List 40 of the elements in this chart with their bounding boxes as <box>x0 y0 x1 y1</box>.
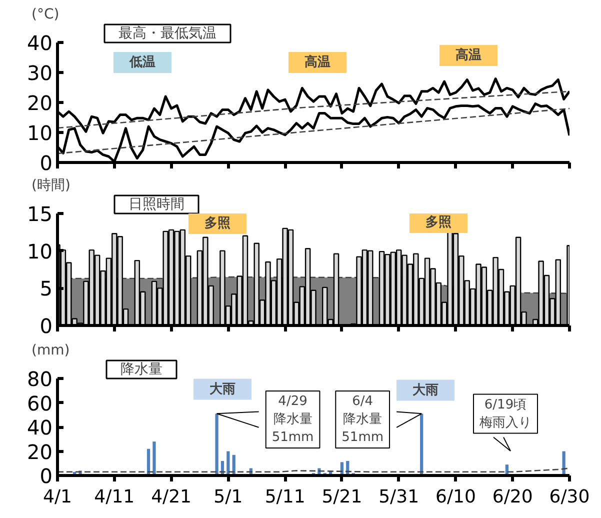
x-tick-label: 6/10 <box>436 486 476 508</box>
x-tick-label: 5/11 <box>264 486 306 508</box>
x-tick-label: 4/21 <box>151 486 192 508</box>
annotation: 4/29 降水量 51mm <box>272 394 314 446</box>
annotation: 高温 <box>304 54 330 70</box>
y-axis-title: (°C) <box>32 6 60 22</box>
chart-title: 降水量 <box>120 362 162 378</box>
y-tick-label: 40 <box>27 31 53 55</box>
annotation: 多照 <box>204 216 230 231</box>
annotation: 大雨 <box>412 382 438 398</box>
y-tick-label: 80 <box>27 367 53 391</box>
y-tick-label: 60 <box>27 391 53 416</box>
y-tick-label: 10 <box>27 121 53 145</box>
y-axis-title: (時間) <box>32 178 70 194</box>
y-tick-label: 0 <box>40 314 53 338</box>
y-tick-label: 20 <box>27 440 53 464</box>
annotation: 多照 <box>426 215 452 230</box>
y-tick-label: 30 <box>27 61 53 85</box>
chart-title: 日照時間 <box>128 196 184 212</box>
y-tick-label: 40 <box>27 416 53 440</box>
y-tick-label: 0 <box>40 151 53 175</box>
annotation: 6/19頃梅雨入り <box>478 397 532 430</box>
chart-title: 最高・最低気温 <box>118 26 216 42</box>
x-tick-label: 5/21 <box>322 486 362 508</box>
x-tick-label: 5/31 <box>378 486 420 508</box>
y-tick-label: 0 <box>40 464 53 488</box>
x-tick-label: 4/11 <box>94 486 135 508</box>
x-tick-label: 4/1 <box>43 486 72 508</box>
annotation: 6/4 降水量 51mm <box>342 394 384 446</box>
annotation: 大雨 <box>210 382 236 397</box>
y-axis-title: (mm) <box>32 342 70 358</box>
y-tick-label: 10 <box>27 239 53 264</box>
annotation: 低温 <box>128 55 156 70</box>
x-tick-label: 6/20 <box>492 486 533 508</box>
annotation: 高温 <box>456 47 482 63</box>
y-tick-label: 5 <box>40 276 53 301</box>
y-tick-label: 15 <box>27 202 53 226</box>
y-tick-label: 20 <box>27 91 53 115</box>
x-tick-label: 5/1 <box>214 486 243 508</box>
x-tick-label: 6/30 <box>549 486 590 508</box>
